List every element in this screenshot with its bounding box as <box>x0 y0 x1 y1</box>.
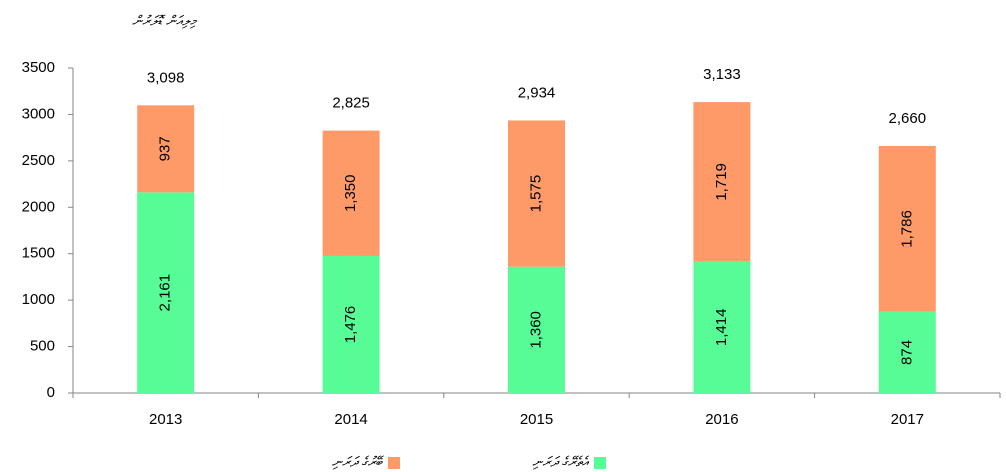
y-tick-label: 1500 <box>22 245 55 262</box>
total-label: 3,133 <box>703 66 741 83</box>
bar-segment <box>878 311 936 393</box>
legend-label: އެތެރޭގެ ދަރަނި <box>532 454 590 471</box>
y-tick-label: 500 <box>30 338 55 355</box>
legend-swatch <box>388 457 400 469</box>
x-tick-label: 2014 <box>334 411 367 428</box>
data-label: 1,476 <box>342 306 359 344</box>
data-label: 874 <box>898 340 915 365</box>
y-tick-label: 0 <box>47 384 55 401</box>
bar-segment <box>322 130 380 256</box>
x-tick-label: 2017 <box>891 411 924 428</box>
total-label: 2,660 <box>889 110 927 127</box>
bar-segment <box>878 146 936 312</box>
data-label: 1,360 <box>527 311 544 349</box>
x-tick-label: 2016 <box>705 411 738 428</box>
total-label: 2,825 <box>332 95 370 112</box>
bar-segment <box>693 102 751 262</box>
data-label: 937 <box>157 136 174 161</box>
data-label: 1,350 <box>342 174 359 212</box>
x-tick-label: 2015 <box>520 411 553 428</box>
data-label: 2,161 <box>157 274 174 312</box>
y-tick-label: 2000 <box>22 198 55 215</box>
chart-title: މިލިއަން ޑޮލަރުން <box>132 13 198 30</box>
data-label: 1,786 <box>898 210 915 248</box>
x-tick-label: 2013 <box>149 411 182 428</box>
bar-segment <box>508 120 565 267</box>
y-tick-label: 1000 <box>22 291 55 308</box>
legend-label: ބޭރުގެ ދަރަނި <box>332 454 385 471</box>
y-tick-label: 2500 <box>22 152 55 169</box>
y-tick-label: 3500 <box>22 59 55 76</box>
bar-segment <box>137 105 195 193</box>
data-label: 1,719 <box>713 163 730 201</box>
data-label: 1,575 <box>527 175 544 213</box>
bar-segment <box>693 261 751 393</box>
bar-segment <box>137 192 195 393</box>
bar-segment <box>322 255 380 393</box>
total-label: 3,098 <box>147 69 185 86</box>
total-label: 2,934 <box>518 85 556 102</box>
data-label: 1,414 <box>713 309 730 347</box>
y-tick-label: 3000 <box>22 105 55 122</box>
legend-swatch <box>594 457 606 469</box>
bar-segment <box>508 266 565 393</box>
